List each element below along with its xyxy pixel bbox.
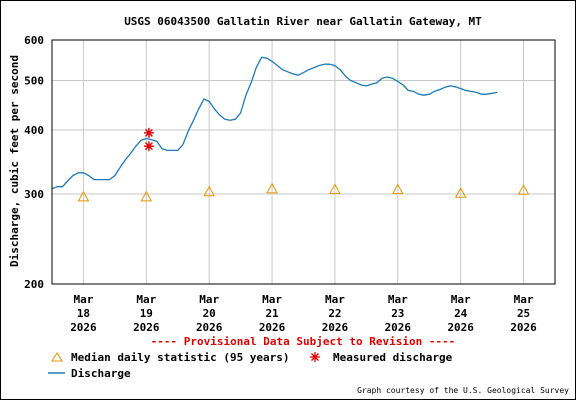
y-tick-label: 200 (24, 278, 44, 291)
x-tick-label-part: Mar (325, 293, 345, 306)
x-tick-label-part: 23 (391, 307, 404, 320)
x-tick-label-part: 2026 (70, 321, 97, 334)
x-tick-label: Mar 18 2026 (70, 293, 97, 334)
x-tick-label-part: Mar (74, 293, 94, 306)
median-point (203, 185, 216, 197)
x-tick-label: Mar 19 2026 (133, 293, 160, 334)
legend-label-discharge: Discharge (71, 367, 131, 380)
median-point (329, 183, 341, 195)
x-tick-label-part: 20 (203, 307, 216, 320)
y-tick-labels: 200 300 400 500 600 (24, 34, 44, 291)
x-tick-label-part: 2026 (385, 321, 412, 334)
chart-title: USGS 06043500 Gallatin River near Gallat… (124, 15, 482, 28)
x-tick-label-part: 2026 (196, 321, 223, 334)
legend: Median daily statistic (95 years) Measur… (48, 351, 453, 380)
x-tick-label-part: 2026 (510, 321, 537, 334)
provisional-note: ---- Provisional Data Subject to Revisio… (151, 335, 456, 348)
x-tick-label-part: 2026 (133, 321, 160, 334)
y-tick-label: 500 (24, 74, 44, 87)
x-tick-label-part: Mar (388, 293, 408, 306)
median-point (77, 190, 90, 202)
x-tick-label-part: 18 (77, 307, 90, 320)
credit-text: Graph courtesy of the U.S. Geological Su… (357, 386, 569, 395)
x-tick-label-part: Mar (136, 293, 156, 306)
plot-border (51, 39, 556, 285)
x-tick-label: Mar 22 2026 (322, 293, 349, 334)
measured-point-stroke (144, 128, 153, 137)
median-point (517, 184, 530, 195)
x-tick-label-part: Mar (262, 293, 282, 306)
y-axis-label: Discharge, cubic feet per second (8, 55, 21, 267)
x-tick-label-part: Mar (451, 293, 471, 306)
x-tick-label-part: 2026 (259, 321, 286, 334)
y-tick-label: 300 (24, 188, 44, 201)
measured-point (143, 141, 154, 152)
measured-point-stroke (144, 142, 153, 151)
x-tick-label-part: 21 (265, 307, 279, 320)
median-point (454, 187, 467, 198)
median-point (391, 183, 404, 195)
x-tick-label-part: Mar (514, 293, 534, 306)
x-tick-label-part: 2026 (447, 321, 474, 334)
y-tick-label: 400 (24, 124, 44, 137)
median-point (140, 190, 153, 202)
x-tick-label: Mar 21 2026 (259, 293, 286, 334)
x-tick-label-part: 19 (140, 307, 153, 320)
legend-label-median: Median daily statistic (95 years) (71, 351, 290, 364)
legend-triangle-icon (51, 352, 63, 362)
x-tick-label-part: 2026 (322, 321, 349, 334)
x-tick-label: Mar 24 2026 (447, 293, 474, 334)
x-tick-label: Mar 20 2026 (196, 293, 223, 334)
legend-label-measured: Measured discharge (333, 351, 453, 364)
x-tick-label-part: Mar (199, 293, 219, 306)
x-tick-label-part: 25 (517, 307, 530, 320)
discharge-line (51, 56, 498, 190)
x-tick-label: Mar 25 2026 (510, 293, 537, 334)
plot-area (52, 40, 555, 284)
x-tick-label: Mar 23 2026 (385, 293, 412, 334)
measured-point (143, 127, 154, 138)
median-point (266, 182, 278, 194)
series-layer (51, 56, 530, 202)
legend-asterisk-icon (310, 352, 320, 362)
y-tick-label: 600 (24, 34, 44, 47)
x-tick-label-part: 24 (454, 307, 468, 320)
x-tick-label-part: 22 (328, 307, 341, 320)
